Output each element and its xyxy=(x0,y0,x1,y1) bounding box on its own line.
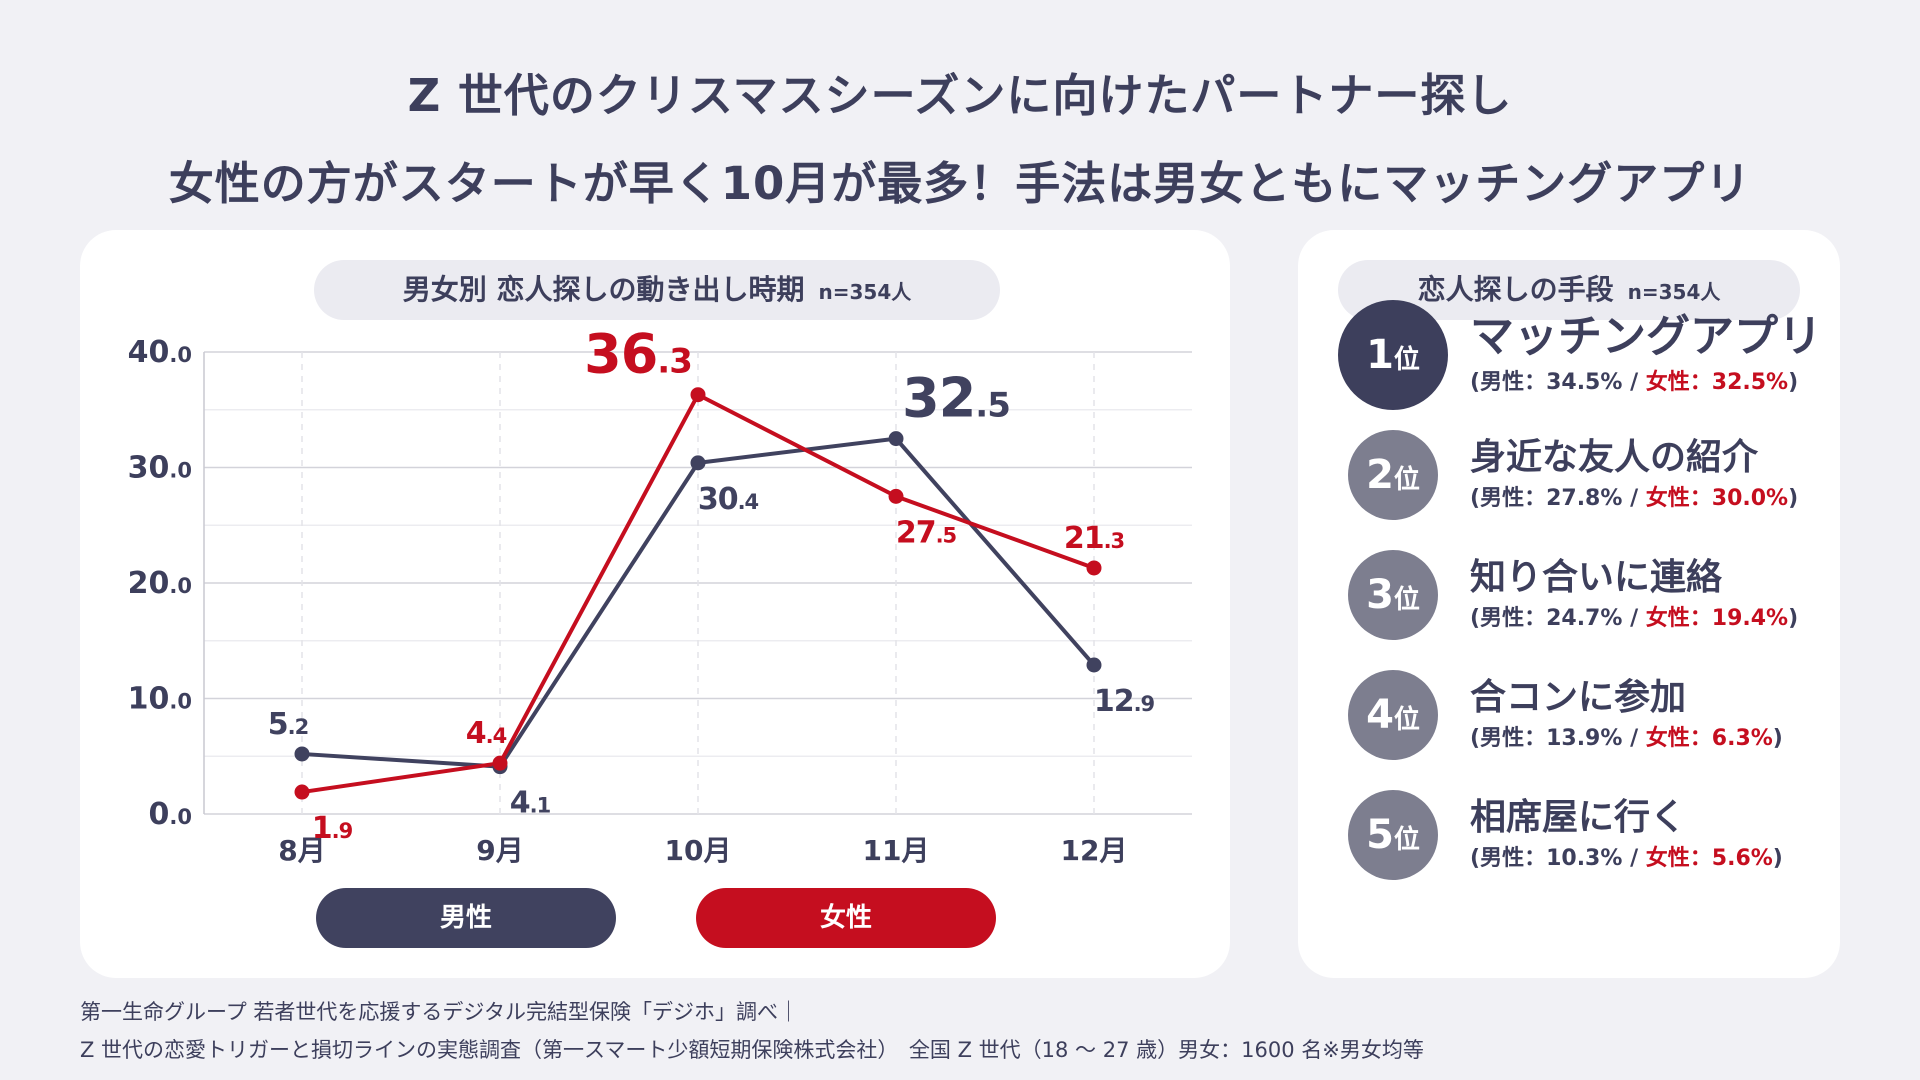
x-tick-label: 10月 xyxy=(665,834,732,867)
y-tick-label: 30.0 xyxy=(128,451,192,486)
male-label: 男性： xyxy=(1480,486,1547,511)
chart-heading: 男女別 恋人探しの動き出し時期 n=354人 xyxy=(314,260,1000,320)
y-tick-label: 10.0 xyxy=(128,682,192,717)
data-point-female xyxy=(690,387,706,403)
rank-item-4: 4位 合コンに参加 (男性：13.9% / 女性：6.3%) xyxy=(1298,668,1840,778)
male-label: 男性： xyxy=(1480,846,1547,871)
line-chart: 0.0 10.0 20.0 30.0 40.0 8月 9月 10月 11月 12月 5.2 4.1 30… xyxy=(128,323,1192,867)
x-tick-label: 11月 xyxy=(863,834,930,867)
female-value: 19.4% xyxy=(1711,606,1789,631)
data-point-male xyxy=(690,455,706,471)
chart-panel: 男女別 恋人探しの動き出し時期 n=354人 0.0 10.0 20.0 30.0 40.… xyxy=(80,230,1230,978)
data-point-female xyxy=(888,488,904,504)
male-value: 24.7% xyxy=(1546,606,1623,631)
data-label-male: 5.2 xyxy=(268,707,308,742)
data-point-female xyxy=(1086,560,1102,576)
rank-unit: 位 xyxy=(1393,825,1420,855)
rank-number: 4 xyxy=(1366,692,1394,738)
male-value: 10.3% xyxy=(1546,846,1623,871)
y-tick-label: 20.0 xyxy=(128,566,192,601)
rank-number: 2 xyxy=(1366,452,1394,498)
rank-name-1: マッチングアプリ xyxy=(1470,311,1822,362)
male-label: 男性： xyxy=(1480,370,1547,395)
chart-sample-size: n=354人 xyxy=(818,280,912,304)
female-value: 30.0% xyxy=(1711,486,1789,511)
male-label: 男性： xyxy=(1480,606,1547,631)
data-label-female: 36.3 xyxy=(584,323,692,386)
rank-unit: 位 xyxy=(1393,465,1420,495)
rank-name-5: 相席屋に行く xyxy=(1470,797,1687,838)
rank-number: 3 xyxy=(1366,572,1394,618)
rank-badge-4: 4位 xyxy=(1348,670,1438,760)
title-line-2: 女性の方がスタートが早く10月が最多！手法は男女ともにマッチングアプリ xyxy=(168,157,1752,210)
ranking-sample-size: n=354人 xyxy=(1627,280,1721,304)
rank-unit: 位 xyxy=(1393,585,1420,615)
data-label-female: 21.3 xyxy=(1064,521,1124,556)
legend-male[interactable]: 男性 xyxy=(316,888,616,948)
data-point-male xyxy=(888,431,904,447)
rank-unit: 位 xyxy=(1393,705,1420,735)
data-point-female xyxy=(294,784,310,800)
male-label: 男性： xyxy=(1480,726,1547,751)
female-label: 女性： xyxy=(1645,606,1712,631)
female-label: 女性： xyxy=(1645,370,1712,395)
chart-heading-text: 男女別 恋人探しの動き出し時期 xyxy=(402,273,805,306)
female-value: 6.3% xyxy=(1711,726,1773,751)
female-label: 女性： xyxy=(1645,726,1712,751)
rank-number: 1 xyxy=(1366,332,1394,378)
data-label-male: 4.1 xyxy=(510,786,551,821)
page-title: Z 世代のクリスマスシーズンに向けたパートナー探し 女性の方がスタートが早く10… xyxy=(0,52,1920,228)
male-value: 27.8% xyxy=(1546,486,1623,511)
data-label-female: 1.9 xyxy=(312,811,353,846)
legend-female[interactable]: 女性 xyxy=(696,888,996,948)
rank-detail-1: (男性：34.5% / 女性：32.5%) xyxy=(1470,370,1799,395)
female-value: 32.5% xyxy=(1711,370,1789,395)
x-tick-label: 8月 xyxy=(278,834,325,867)
female-label: 女性： xyxy=(1645,846,1712,871)
rank-item-2: 2位 身近な友人の紹介 (男性：27.8% / 女性：30.0%) xyxy=(1298,428,1840,538)
source-line-2: Z 世代の恋愛トリガーと損切ラインの実態調査（第一スマート少額短期保険株式会社）… xyxy=(80,1038,1424,1062)
male-value: 34.5% xyxy=(1546,370,1623,395)
ranking-panel: 恋人探しの手段 n=354人 1位 マッチングアプリ (男性：34.5% / 女性… xyxy=(1298,230,1840,978)
rank-badge-3: 3位 xyxy=(1348,550,1438,640)
rank-detail-4: (男性：13.9% / 女性：6.3%) xyxy=(1470,726,1783,751)
source-line-1: 第一生命グループ 若者世代を応援するデジタル完結型保険「デジホ」調べ｜ xyxy=(80,1000,799,1024)
data-point-male xyxy=(294,746,310,762)
data-point-male xyxy=(1086,657,1102,673)
rank-item-1: 1位 マッチングアプリ (男性：34.5% / 女性：32.5%) xyxy=(1298,300,1840,410)
rank-item-5: 5位 相席屋に行く (男性：10.3% / 女性：5.6%) xyxy=(1298,788,1840,898)
rank-detail-5: (男性：10.3% / 女性：5.6%) xyxy=(1470,846,1783,871)
rank-name-3: 知り合いに連絡 xyxy=(1470,557,1723,598)
rank-badge-1: 1位 xyxy=(1338,300,1448,410)
data-label-male: 30.4 xyxy=(698,482,759,517)
data-label-male: 12.9 xyxy=(1094,684,1155,719)
male-value: 13.9% xyxy=(1546,726,1623,751)
rank-detail-2: (男性：27.8% / 女性：30.0%) xyxy=(1470,486,1799,511)
rank-unit: 位 xyxy=(1393,345,1420,375)
rank-name-2: 身近な友人の紹介 xyxy=(1470,437,1759,478)
female-value: 5.6% xyxy=(1711,846,1773,871)
y-tick-label: 0.0 xyxy=(149,797,192,832)
rank-badge-2: 2位 xyxy=(1348,430,1438,520)
data-label-female: 27.5 xyxy=(896,515,957,550)
female-label: 女性： xyxy=(1645,486,1712,511)
rank-detail-3: (男性：24.7% / 女性：19.4%) xyxy=(1470,606,1799,631)
rank-badge-5: 5位 xyxy=(1348,790,1438,880)
rank-item-3: 3位 知り合いに連絡 (男性：24.7% / 女性：19.4%) xyxy=(1298,548,1840,658)
y-tick-label: 40.0 xyxy=(128,335,192,370)
x-tick-label: 9月 xyxy=(476,834,523,867)
data-label-male: 32.5 xyxy=(902,367,1010,430)
ranking-heading-text: 恋人探しの手段 xyxy=(1417,273,1614,306)
x-tick-label: 12月 xyxy=(1061,834,1128,867)
data-label-female: 4.4 xyxy=(466,716,507,751)
data-point-female xyxy=(492,755,508,771)
rank-name-4: 合コンに参加 xyxy=(1470,677,1687,718)
title-line-1: Z 世代のクリスマスシーズンに向けたパートナー探し xyxy=(407,69,1513,122)
rank-number: 5 xyxy=(1366,812,1394,858)
